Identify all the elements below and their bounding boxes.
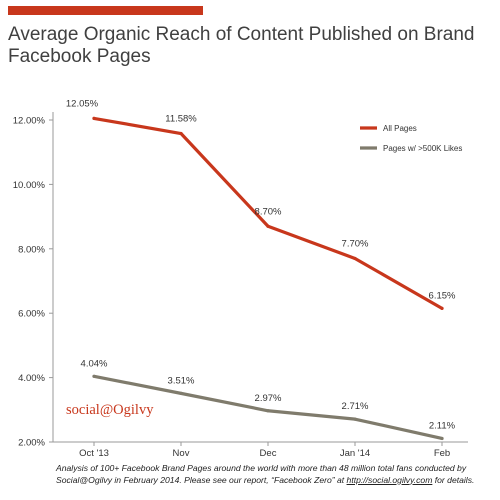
data-label: 4.04% [81, 358, 108, 369]
y-axis-ticks: 2.00% 4.00% 6.00% 8.00% 10.00% 12.00% [13, 116, 53, 449]
line-chart: 2.00% 4.00% 6.00% 8.00% 10.00% 12.00% Oct '13… [13, 98, 468, 459]
x-tick-label: Jan '14 [340, 448, 370, 459]
x-tick-label: Nov [173, 448, 190, 459]
y-tick-label: 4.00% [18, 373, 45, 384]
data-point [440, 306, 444, 310]
footnote: Analysis of 100+ Facebook Brand Pages ar… [56, 463, 496, 486]
series-lines [92, 116, 444, 441]
data-label: 6.15% [429, 290, 456, 301]
data-label: 7.70% [342, 238, 369, 249]
data-label: 12.05% [66, 98, 99, 109]
title-accent-bar [8, 6, 203, 15]
footnote-text-2: for details. [432, 474, 475, 485]
data-point [353, 417, 357, 421]
x-tick-label: Dec [260, 448, 277, 459]
data-point [92, 116, 96, 120]
legend-label: All Pages [383, 124, 417, 133]
chart-axes [52, 112, 468, 443]
data-label: 2.97% [255, 393, 282, 404]
footnote-url[interactable]: http://social.ogilvy.com [346, 474, 433, 485]
brand-logo-text: social@Ogilvy [66, 402, 154, 418]
x-tick-label: Oct '13 [79, 448, 109, 459]
x-tick-label: Feb [434, 448, 450, 459]
data-point [440, 436, 444, 441]
x-axis-ticks: Oct '13 Nov Dec Jan '14 Feb [79, 442, 450, 459]
chart-title: Average Organic Reach of Content Publish… [8, 24, 475, 67]
legend-label: Pages w/ >500K Likes [383, 144, 462, 153]
data-label: 2.11% [429, 420, 456, 431]
data-point [92, 374, 96, 378]
data-label: 2.71% [342, 401, 369, 412]
footnote-text-1: Analysis of 100+ Facebook Brand Pages ar… [56, 463, 467, 485]
data-labels: 12.05% 11.58% 8.70% 7.70% 6.15% 4.04% 3.51% 2.9… [66, 98, 456, 431]
y-tick-label: 6.00% [18, 309, 45, 320]
y-tick-label: 8.00% [18, 244, 45, 255]
data-label: 11.58% [165, 114, 197, 125]
data-label: 3.51% [168, 375, 195, 386]
data-point [353, 256, 357, 261]
data-label: 8.70% [255, 206, 282, 217]
chart-legend: All Pages Pages w/ >500K Likes [360, 124, 462, 153]
data-point [179, 391, 183, 395]
data-point [266, 409, 270, 413]
y-tick-label: 2.00% [18, 438, 45, 449]
data-point [179, 131, 183, 136]
y-tick-label: 10.00% [13, 180, 46, 191]
y-tick-label: 12.00% [13, 116, 46, 127]
data-point [266, 224, 270, 228]
